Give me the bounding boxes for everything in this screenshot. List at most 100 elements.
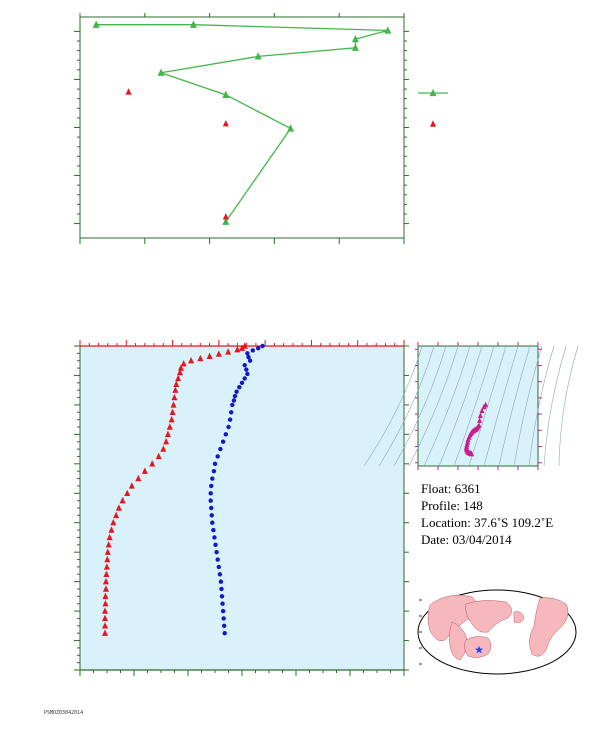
temperature-point xyxy=(103,563,110,570)
salinity-point xyxy=(256,346,261,351)
legend-triangle-red xyxy=(430,120,436,127)
near-surface-point xyxy=(351,34,359,43)
map-land xyxy=(529,597,569,657)
salinity-point xyxy=(215,454,220,459)
profile-number: Profile: 148 xyxy=(421,498,483,513)
salinity-point xyxy=(216,564,221,570)
density-contour xyxy=(543,345,567,467)
temperature-point xyxy=(206,352,213,360)
map-land xyxy=(513,611,525,623)
ts-inset-frame xyxy=(417,345,539,467)
temperature-point xyxy=(119,496,126,504)
world-map: ★ xyxy=(417,589,577,675)
temperature-point xyxy=(102,600,109,607)
density-contour xyxy=(528,345,555,467)
salinity-point xyxy=(237,385,242,390)
map-land xyxy=(464,636,492,658)
salinity-point xyxy=(210,520,215,525)
temperature-point xyxy=(169,408,176,415)
salinity-point xyxy=(244,367,249,372)
map-land xyxy=(465,600,512,633)
near-surface-temperature-chart xyxy=(74,13,448,244)
near-surface-point xyxy=(189,20,197,28)
temperature-point xyxy=(149,460,156,467)
salinity-point xyxy=(210,476,215,481)
temperature-point xyxy=(105,541,112,548)
temperature-point xyxy=(124,489,131,496)
temperature-point xyxy=(104,555,111,563)
temperature-point xyxy=(234,345,241,353)
temperature-point xyxy=(104,548,111,555)
profile-plot-background xyxy=(80,346,404,670)
density-contour xyxy=(378,345,435,467)
salinity-point xyxy=(211,468,217,474)
salinity-point xyxy=(212,535,217,540)
temperature-point xyxy=(155,452,162,460)
temperature-point xyxy=(239,344,245,351)
salinity-point xyxy=(246,354,251,360)
salinity-point xyxy=(222,630,227,636)
near-surface-line xyxy=(96,24,388,223)
in-situ-point xyxy=(125,88,132,95)
salinity-point xyxy=(220,439,226,444)
density-contour xyxy=(453,345,495,467)
near-surface-point xyxy=(384,26,392,34)
salinity-point xyxy=(230,402,235,408)
density-contour xyxy=(513,345,543,467)
salinity-point xyxy=(223,432,228,437)
temperature-point xyxy=(163,438,170,445)
density-contour xyxy=(408,345,459,467)
density-contour xyxy=(498,345,531,467)
salinity-point xyxy=(260,343,265,349)
salinity-point xyxy=(242,362,247,368)
temperature-point xyxy=(108,526,115,533)
temperature-point xyxy=(166,423,173,430)
salinity-point xyxy=(208,498,213,503)
salinity-point xyxy=(209,513,214,518)
salinity-point xyxy=(212,461,218,467)
location: Location: 37.6˚S 109.2˚E xyxy=(421,515,554,530)
salinity-point xyxy=(220,608,226,614)
salinity-point xyxy=(232,393,238,399)
top-plot-frame xyxy=(79,16,405,239)
salinity-point xyxy=(211,527,216,533)
in-situ-point xyxy=(222,213,229,220)
near-surface-point xyxy=(351,43,359,51)
float-id: Float: 6361 xyxy=(421,481,481,496)
temperature-point xyxy=(102,585,109,592)
salinity-point xyxy=(213,542,218,548)
temperature-point xyxy=(197,354,204,362)
temperature-point xyxy=(101,614,108,622)
salinity-point xyxy=(219,594,225,599)
temperature-point xyxy=(103,570,110,577)
ts-point xyxy=(469,450,475,457)
salinity-point xyxy=(231,398,237,403)
in-situ-point xyxy=(222,119,229,127)
salinity-point xyxy=(247,358,253,363)
salinity-point xyxy=(221,623,227,629)
near-surface-point xyxy=(92,20,100,28)
temperature-point xyxy=(215,350,222,357)
temperature-point xyxy=(175,374,182,382)
temperature-point xyxy=(101,629,108,636)
map-land xyxy=(449,621,468,661)
temperature-point xyxy=(180,359,187,367)
ts-point xyxy=(481,403,487,410)
salinity-point xyxy=(214,549,219,555)
temperature-point xyxy=(115,504,122,511)
temperature-point xyxy=(173,380,180,387)
temperature-point xyxy=(188,357,195,364)
near-surface-point xyxy=(287,124,295,132)
temperature-point xyxy=(101,622,108,629)
temperature-point xyxy=(102,592,109,600)
temperature-point xyxy=(128,482,135,489)
density-contour xyxy=(483,345,519,467)
temperature-point xyxy=(101,607,108,614)
near-surface-point xyxy=(222,90,230,98)
near-surface-point xyxy=(254,52,262,60)
density-contour xyxy=(438,345,483,467)
ts-point xyxy=(477,417,483,423)
salinity-point xyxy=(221,616,226,621)
temperature-point xyxy=(225,348,232,355)
date: Date: 03/04/2014 xyxy=(421,532,512,547)
